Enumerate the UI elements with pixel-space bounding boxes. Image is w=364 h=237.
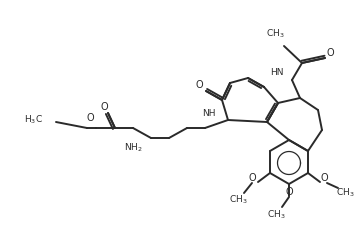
Text: NH$_2$: NH$_2$ [124, 142, 142, 154]
Text: CH$_3$: CH$_3$ [267, 209, 285, 221]
Text: O: O [86, 113, 94, 123]
Text: HN: HN [270, 68, 284, 77]
Text: O: O [248, 173, 256, 183]
Text: CH$_3$: CH$_3$ [336, 187, 354, 199]
Text: NH: NH [202, 109, 216, 118]
Text: CH$_3$: CH$_3$ [229, 194, 247, 206]
Text: H$_3$C: H$_3$C [24, 114, 43, 126]
Text: O: O [285, 187, 293, 197]
Text: CH$_3$: CH$_3$ [266, 28, 284, 40]
Text: O: O [100, 102, 108, 112]
Text: O: O [195, 80, 203, 90]
Text: O: O [320, 173, 328, 183]
Text: O: O [326, 48, 334, 58]
